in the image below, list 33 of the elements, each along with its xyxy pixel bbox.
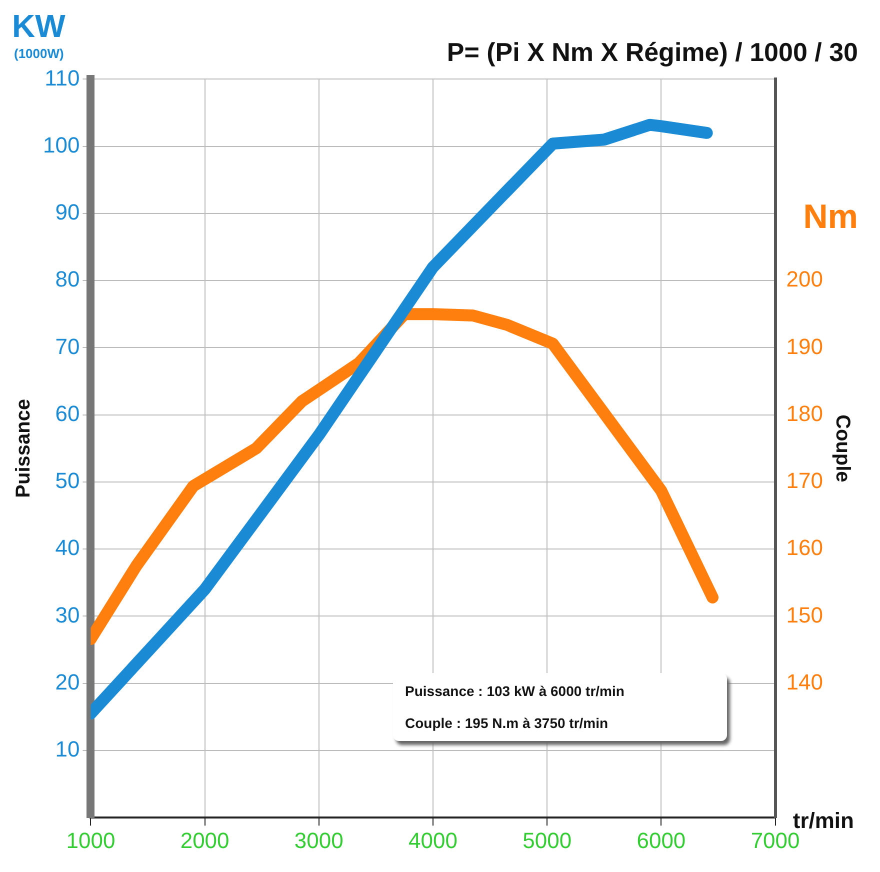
y-tick-label: 30 xyxy=(55,602,80,628)
y-tick-label: 70 xyxy=(55,334,80,359)
y-tick-label: 80 xyxy=(55,266,80,292)
annotation: Puissance : 103 kW à 6000 tr/min xyxy=(405,683,626,699)
x-tick-label: 1000 xyxy=(66,828,116,853)
y2-tick-label: 140 xyxy=(786,669,824,694)
text: Nm xyxy=(803,198,858,237)
y-tick-label: 110 xyxy=(44,65,80,90)
x-tick-label: 3000 xyxy=(294,828,344,853)
text: (1000W) xyxy=(14,46,64,61)
y-tick-label: 90 xyxy=(55,200,80,225)
y-tick-label: 10 xyxy=(55,736,80,762)
y-tick-label: 40 xyxy=(55,535,80,560)
x-tick-label: 2000 xyxy=(180,828,230,853)
y-tick-label: 60 xyxy=(55,400,80,426)
y2-tick-label: 150 xyxy=(786,602,824,628)
note-box: Puissance : 103 kW à 6000 tr/min Couple : 195 N.m à 3750 tr/min xyxy=(393,673,727,741)
y2-tick-label: 160 xyxy=(786,535,824,560)
x-tick-label: 4000 xyxy=(408,828,458,853)
x-tick-label: 5000 xyxy=(522,828,572,853)
annotation: Couple : 195 N.m à 3750 tr/min xyxy=(405,715,610,731)
y2-tick-label: 170 xyxy=(786,468,824,494)
chart-title: P= (Pi X Nm X Régime) / 1000 / 30 xyxy=(446,36,858,67)
y2-axis-title: Couple xyxy=(831,414,854,482)
y-tick-label: 50 xyxy=(55,468,80,494)
text: KW xyxy=(12,8,66,45)
y2-tick-label: 190 xyxy=(786,334,824,359)
y2-tick-label: 180 xyxy=(786,400,824,426)
y-axis-title: Puissance xyxy=(12,398,35,498)
x-tick-label: 6000 xyxy=(636,828,686,853)
y-tick-label: 20 xyxy=(55,669,80,694)
y-tick-label: 100 xyxy=(42,132,80,158)
y2-tick-label: 200 xyxy=(786,266,824,292)
